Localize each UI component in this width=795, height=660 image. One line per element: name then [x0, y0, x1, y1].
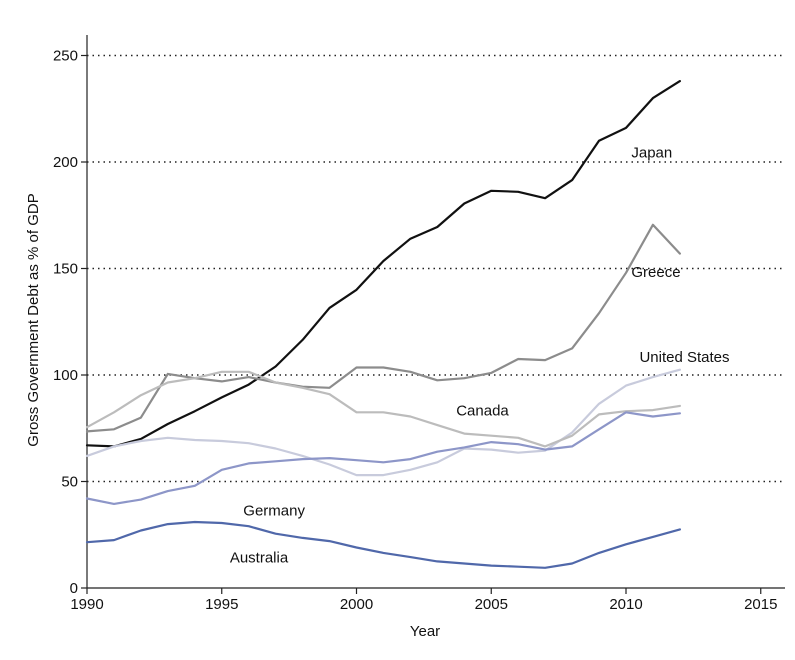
x-tick-label: 1990 [70, 596, 103, 613]
y-tick-label: 100 [53, 367, 78, 384]
x-tick-label: 1995 [205, 596, 238, 613]
series-line-australia [85, 520, 682, 569]
series-line-germany [85, 411, 682, 505]
x-tick-label: 2010 [609, 596, 642, 613]
y-tick-label: 50 [61, 474, 78, 491]
axes: 0 50 100 150 200 250 1990 1995 2000 2005 2010 2015 [53, 35, 785, 613]
series-label-germany: Germany [243, 503, 305, 520]
x-tick-label: 2005 [475, 596, 508, 613]
series-line-united-states [85, 368, 682, 477]
series-lines [85, 79, 682, 569]
y-tick-label: 250 [53, 48, 78, 65]
x-tick-label: 2000 [340, 596, 373, 613]
series-label-greece: Greece [631, 264, 680, 281]
series-labels: Japan Greece United States Canada Germany Aus… [230, 145, 730, 567]
series-line-greece [85, 223, 682, 433]
y-tick-label: 0 [70, 580, 78, 597]
y-tick-label: 200 [53, 154, 78, 171]
y-tick-label: 150 [53, 261, 78, 278]
series-label-japan: Japan [631, 145, 672, 162]
y-axis-title: Gross Government Debt as % of GDP [25, 193, 42, 446]
series-line-japan [85, 79, 682, 448]
series-label-canada: Canada [456, 402, 509, 419]
series-line-canada [85, 370, 682, 448]
x-tick-label: 2015 [744, 596, 777, 613]
series-label-australia: Australia [230, 549, 289, 566]
series-label-united-states: United States [639, 349, 729, 366]
x-axis-title: Year [410, 623, 440, 640]
